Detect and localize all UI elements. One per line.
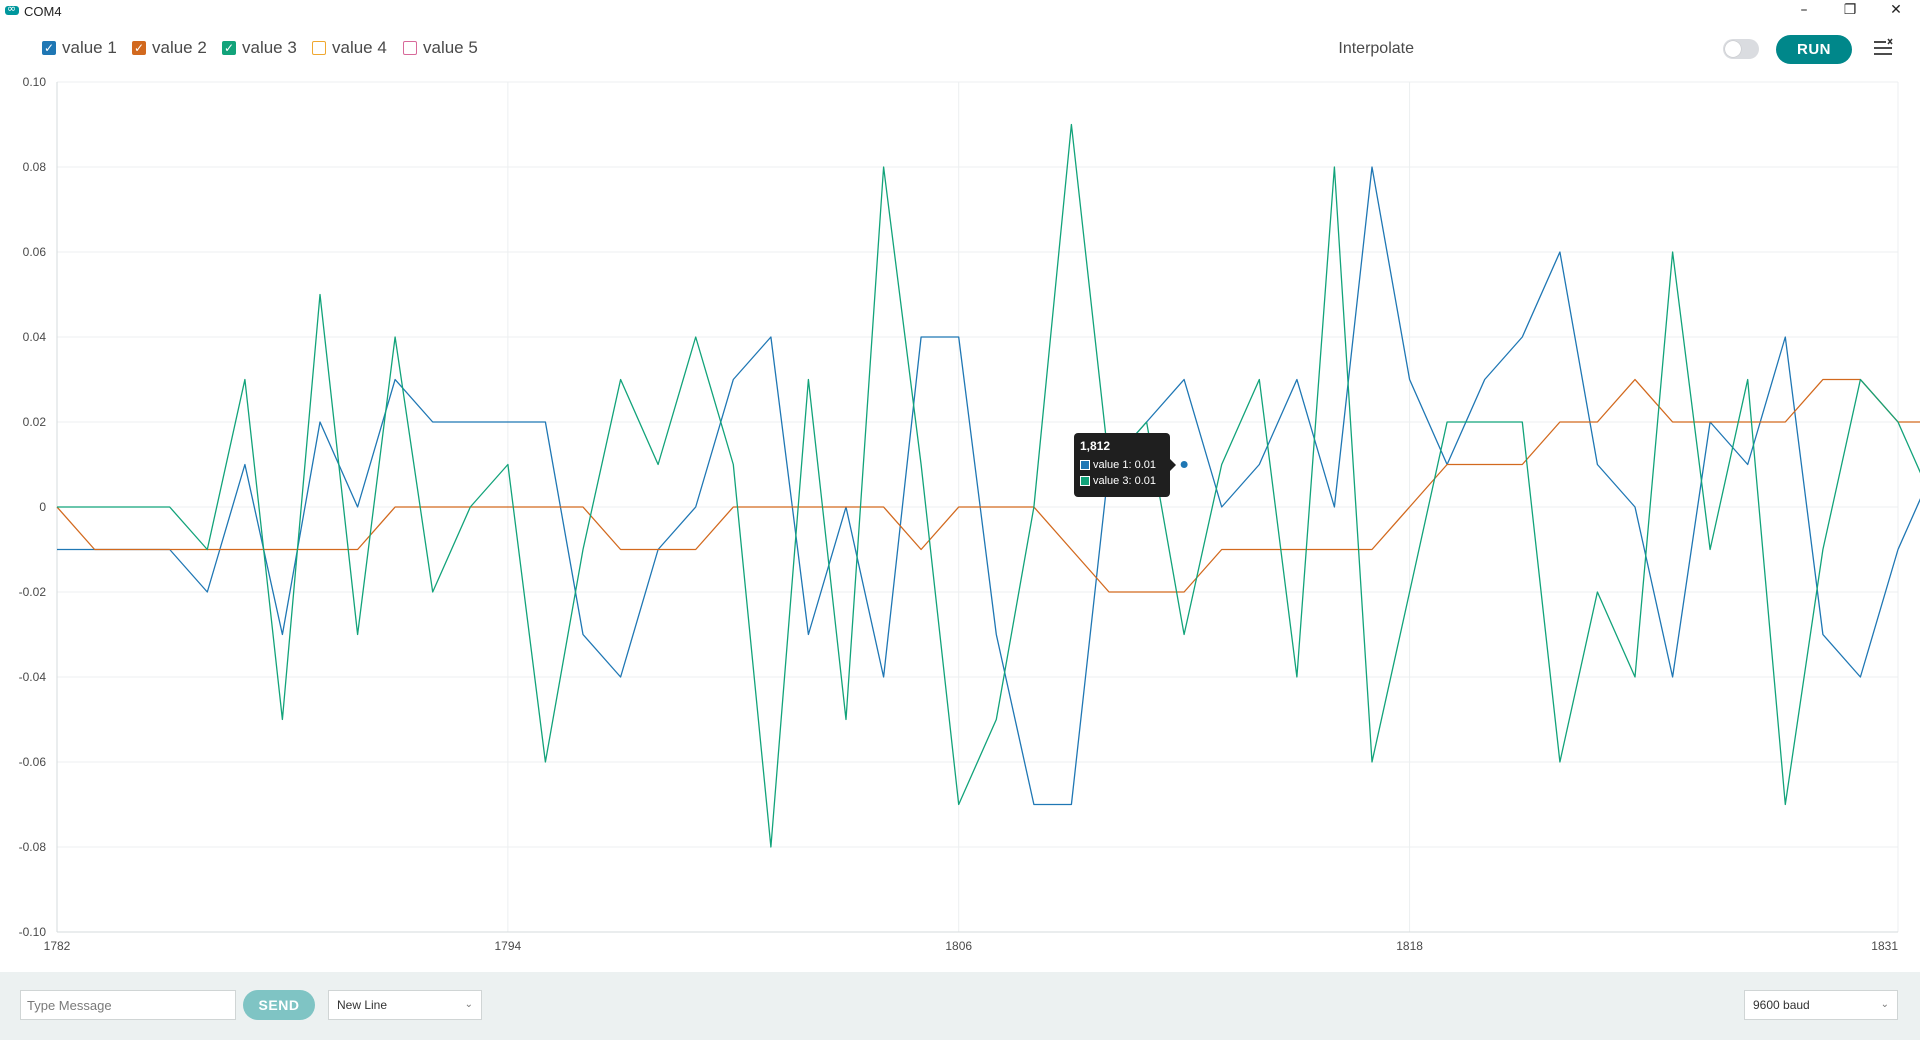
- legend-value-1[interactable]: ✓ value 1: [42, 38, 117, 58]
- y-tick-label: 0: [39, 500, 46, 514]
- tooltip-row: value 3: 0.01: [1080, 475, 1156, 487]
- checkbox-checked-icon[interactable]: ✓: [222, 41, 236, 55]
- y-tick-label: 0.02: [23, 415, 47, 429]
- close-icon[interactable]: ✕: [1890, 2, 1902, 18]
- x-tick-label: 1782: [44, 939, 71, 953]
- message-input[interactable]: [20, 990, 236, 1020]
- legend-label: value 1: [62, 38, 117, 57]
- line-ending-value: New Line: [337, 998, 388, 1012]
- run-button[interactable]: RUN: [1776, 35, 1852, 64]
- tooltip-title: 1,812: [1080, 439, 1111, 453]
- legend-label: value 2: [152, 38, 207, 57]
- restore-icon[interactable]: ❐: [1843, 2, 1857, 18]
- y-tick-label: -0.02: [19, 585, 47, 599]
- window-title: COM4: [24, 4, 62, 19]
- serial-plot-chart[interactable]: 0.10 0.08 0.06 0.04 0.02 0 -0.02 -0.04 -0.06 -0.0…: [0, 70, 1920, 970]
- arduino-icon: [5, 2, 19, 15]
- legend-label: value 5: [423, 38, 478, 57]
- checkbox-unchecked-icon[interactable]: [403, 41, 417, 55]
- line-ending-select[interactable]: New Line ⌄: [328, 990, 482, 1020]
- interpolate-label: Interpolate: [1338, 40, 1414, 57]
- checkbox-unchecked-icon[interactable]: [312, 41, 326, 55]
- minimize-icon[interactable]: –: [1800, 2, 1808, 18]
- clear-list-icon[interactable]: [1872, 37, 1894, 59]
- serial-input-bar: SEND New Line ⌄ 9600 baud ⌄: [0, 972, 1920, 1040]
- checkbox-checked-icon[interactable]: ✓: [132, 41, 146, 55]
- y-tick-label: 0.08: [23, 160, 47, 174]
- title-bar: COM4 – ❐ ✕: [0, 0, 1920, 22]
- legend-value-3[interactable]: ✓ value 3: [222, 38, 297, 58]
- legend-label: value 3: [242, 38, 297, 57]
- y-axis-ticks: 0.10 0.08 0.06 0.04 0.02 0 -0.02 -0.04 -0.06 -0.0…: [19, 75, 47, 939]
- chart-series: [56, 123, 1920, 848]
- x-tick-label: 1831: [1871, 939, 1898, 953]
- tooltip-row-label: value 3: 0.01: [1093, 475, 1156, 487]
- series-line-value-1: [57, 166, 1920, 806]
- tooltip-row-label: value 1: 0.01: [1093, 459, 1156, 471]
- send-button[interactable]: SEND: [243, 990, 315, 1020]
- legend-value-5[interactable]: value 5: [403, 38, 478, 58]
- y-tick-label: 0.04: [23, 330, 47, 344]
- legend-value-4[interactable]: value 4: [312, 38, 387, 58]
- y-tick-label: 0.06: [23, 245, 47, 259]
- interpolate-toggle[interactable]: [1723, 39, 1759, 59]
- series-swatch: [1080, 476, 1090, 486]
- y-tick-label: -0.04: [19, 670, 47, 684]
- plotter-toolbar: ✓ value 1 ✓ value 2 ✓ value 3 value 4 va…: [0, 32, 1920, 66]
- baud-rate-value: 9600 baud: [1753, 998, 1810, 1012]
- x-tick-label: 1806: [945, 939, 972, 953]
- y-tick-label: -0.06: [19, 755, 47, 769]
- y-tick-label: -0.10: [19, 925, 47, 939]
- chevron-down-icon: ⌄: [464, 999, 473, 1010]
- chevron-down-icon: ⌄: [1880, 999, 1889, 1010]
- x-tick-label: 1818: [1396, 939, 1423, 953]
- toggle-knob: [1725, 41, 1741, 57]
- tooltip-row: value 1: 0.01: [1080, 459, 1156, 471]
- series-line-value-3: [57, 123, 1920, 848]
- legend-label: value 4: [332, 38, 387, 57]
- y-tick-label: 0.10: [23, 75, 47, 89]
- checkbox-checked-icon[interactable]: ✓: [42, 41, 56, 55]
- legend-value-2[interactable]: ✓ value 2: [132, 38, 207, 58]
- chart-tooltip: 1,812 value 1: 0.01 value 3: 0.01: [1074, 433, 1176, 497]
- x-tick-label: 1794: [495, 939, 522, 953]
- series-line-value-2: [56, 378, 1920, 593]
- x-axis-ticks: 1782 1794 1806 1818 1831: [44, 939, 1899, 953]
- baud-rate-select[interactable]: 9600 baud ⌄: [1744, 990, 1898, 1020]
- hover-point: [1180, 461, 1188, 468]
- series-swatch: [1080, 460, 1090, 470]
- y-tick-label: -0.08: [19, 840, 47, 854]
